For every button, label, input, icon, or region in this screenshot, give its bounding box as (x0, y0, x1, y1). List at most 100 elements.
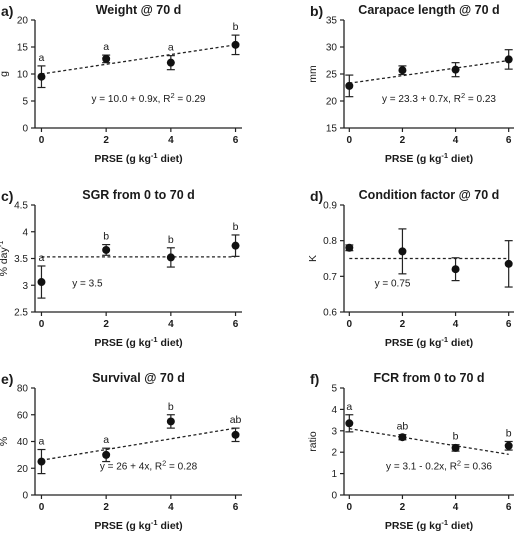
x-axis-label: PRSE (g kg-1 diet) (385, 518, 473, 532)
y-tick-label: 40 (17, 437, 29, 448)
x-tick-label: 4 (168, 135, 174, 146)
regression-line (41, 44, 236, 75)
y-tick-label: 0 (22, 491, 28, 502)
x-tick-label: 0 (347, 319, 353, 330)
y-axis-label: mm (307, 65, 319, 83)
chart-title: Condition factor @ 70 d (359, 188, 500, 202)
significance-letter: ab (397, 421, 409, 433)
y-tick-label: 80 (17, 384, 29, 395)
x-tick-label: 0 (39, 502, 45, 513)
panel-label: b) (310, 3, 323, 19)
significance-letter: a (103, 41, 109, 53)
y-tick-label: 2.5 (14, 308, 28, 319)
x-tick-label: 2 (103, 502, 109, 513)
chart-panel-3: c) SGR from 0 to 70 d 2.5 3 3.5 4 4.5 0 2 4 6 PRSE … (0, 188, 242, 349)
panel-label: d) (310, 188, 323, 204)
x-tick-label: 4 (453, 502, 459, 513)
chart-title: Weight @ 70 d (96, 3, 182, 17)
y-axis-label: ratio (307, 431, 319, 452)
significance-letter: b (233, 221, 239, 233)
equation-label: y = 3.5 (72, 278, 103, 289)
y-axis-label: % day-1 (0, 241, 10, 277)
y-tick-label: 15 (326, 124, 338, 135)
x-tick-label: 6 (233, 135, 239, 146)
data-point (398, 433, 407, 442)
chart-panel-6: f) FCR from 0 to 70 d 0 1 2 3 4 5 0 2 4 6 PRSE (g kg… (307, 371, 514, 532)
x-tick-label: 4 (453, 319, 459, 330)
panel-label: a) (1, 3, 13, 19)
y-tick-label: 0 (331, 491, 337, 502)
significance-letter: b (233, 21, 239, 33)
equation-label: y = 23.3 + 0.7x, R2 = 0.23 (382, 91, 496, 105)
x-axis-label: PRSE (g kg-1 diet) (94, 335, 182, 349)
data-point (504, 55, 513, 64)
y-tick-label: 5 (331, 384, 337, 395)
x-tick-label: 2 (400, 502, 406, 513)
y-tick-label: 10 (17, 70, 29, 81)
regression-line (349, 59, 509, 84)
y-tick-label: 2 (331, 448, 337, 459)
data-point (451, 443, 460, 452)
equation-label: y = 10.0 + 0.9x, R2 = 0.29 (92, 91, 206, 105)
x-tick-label: 6 (233, 502, 239, 513)
chart-panel-5: e) Survival @ 70 d 0 20 40 60 80 0 2 4 6 PRSE (g kg… (0, 371, 242, 532)
regression-line (349, 428, 509, 455)
y-tick-label: 3 (22, 281, 28, 292)
data-point (102, 245, 111, 254)
data-point (102, 54, 111, 63)
x-tick-label: 4 (168, 502, 174, 513)
data-point (451, 65, 460, 74)
x-tick-label: 0 (347, 135, 353, 146)
x-tick-label: 2 (400, 135, 406, 146)
panel-label: f) (310, 371, 319, 387)
x-tick-label: 6 (506, 319, 512, 330)
significance-letter: b (103, 231, 109, 243)
y-tick-label: 30 (326, 43, 338, 54)
significance-letter: b (506, 428, 512, 440)
y-tick-label: 20 (326, 97, 338, 108)
significance-letter: b (168, 401, 174, 413)
y-tick-label: 20 (17, 16, 29, 27)
panel-label: e) (1, 371, 13, 387)
data-point (166, 417, 175, 426)
y-tick-label: 4 (331, 405, 337, 416)
significance-letter: a (346, 401, 352, 413)
data-point (37, 278, 46, 287)
y-tick-label: 0 (22, 124, 28, 135)
data-point (398, 247, 407, 256)
y-tick-label: 3.5 (14, 254, 28, 265)
data-point (37, 457, 46, 466)
x-tick-label: 4 (453, 135, 459, 146)
y-axis-label: g (0, 71, 10, 77)
y-tick-label: 60 (17, 410, 29, 421)
y-tick-label: 0.9 (323, 201, 337, 212)
x-tick-label: 0 (39, 319, 45, 330)
chart-panel-4: d) Condition factor @ 70 d 0.6 0.7 0.8 0.9 0 2 4… (307, 188, 514, 349)
data-point (504, 441, 513, 450)
y-axis-label: % (0, 437, 10, 446)
chart-panel-1: a) Weight @ 70 d 0 5 10 15 20 0 2 4 6 PRSE (g kg-1 … (0, 3, 242, 165)
data-point (166, 58, 175, 67)
y-axis-label: K (307, 255, 319, 262)
chart-title: Carapace length @ 70 d (358, 3, 499, 17)
significance-letter: a (39, 52, 45, 64)
x-tick-label: 2 (103, 319, 109, 330)
data-point (504, 259, 513, 268)
data-point (166, 253, 175, 262)
x-axis-label: PRSE (g kg-1 diet) (385, 335, 473, 349)
chart-title: SGR from 0 to 70 d (82, 188, 195, 202)
y-tick-label: 4.5 (14, 201, 28, 212)
x-tick-label: 0 (347, 502, 353, 513)
significance-letter: a (103, 434, 109, 446)
data-point (231, 430, 240, 439)
data-point (102, 450, 111, 459)
y-tick-label: 15 (17, 43, 29, 54)
significance-letter: b (168, 234, 174, 246)
x-tick-label: 2 (103, 135, 109, 146)
y-tick-label: 0.8 (323, 236, 337, 247)
y-tick-label: 25 (326, 70, 338, 81)
x-tick-label: 4 (168, 319, 174, 330)
x-tick-label: 6 (506, 135, 512, 146)
data-point (451, 265, 460, 274)
